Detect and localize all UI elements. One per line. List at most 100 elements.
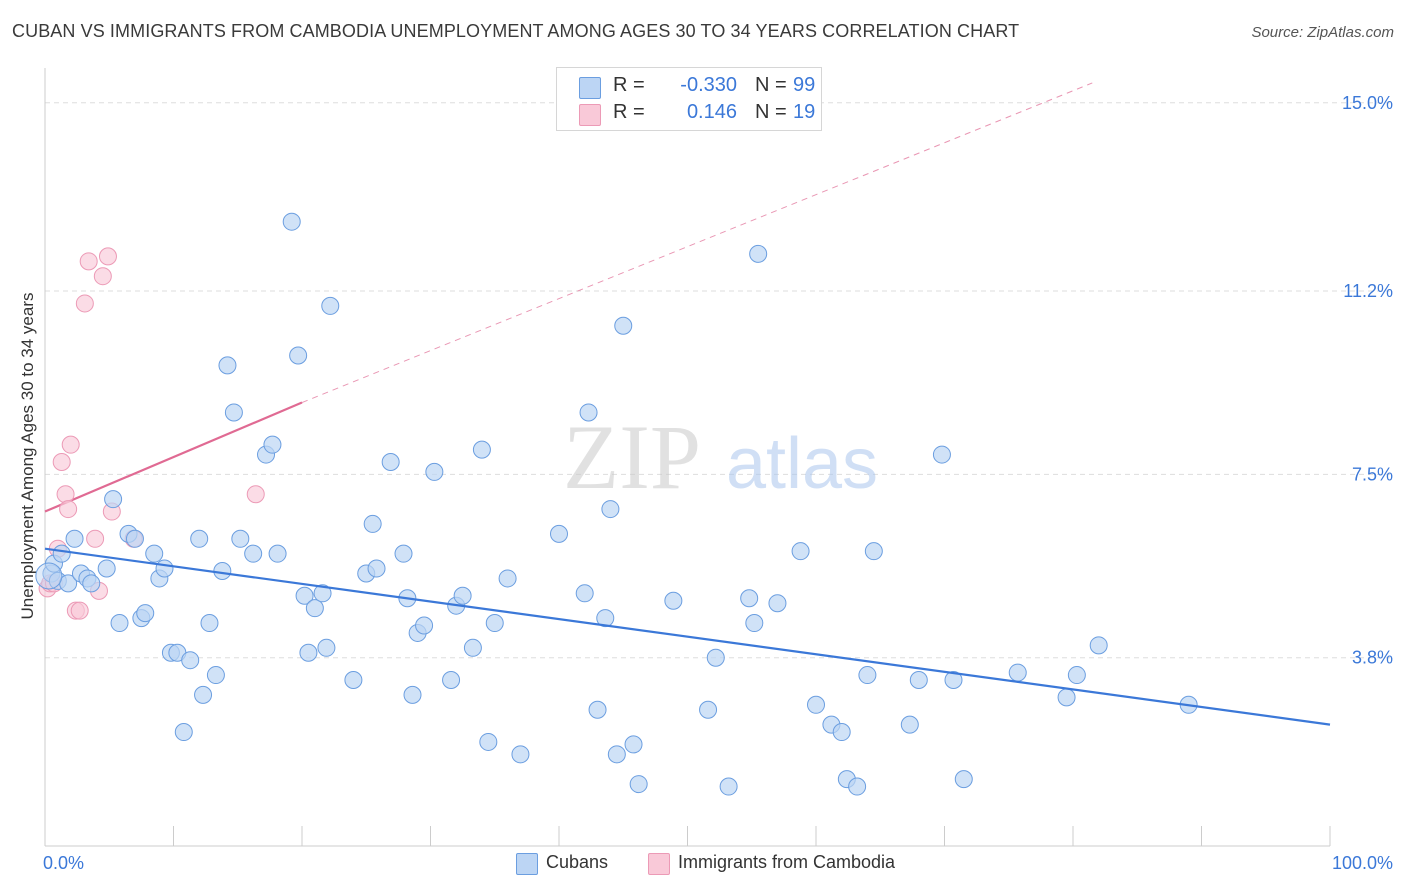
cubans-point bbox=[381, 453, 400, 471]
cubans-point bbox=[579, 403, 598, 422]
x-tick-label: 100.0% bbox=[1332, 853, 1393, 873]
y-tick-label: 15.0% bbox=[1342, 93, 1393, 113]
cambodia-point bbox=[79, 252, 98, 271]
cubans-point bbox=[218, 356, 237, 375]
cubans-point bbox=[864, 542, 883, 561]
cubans-point bbox=[740, 589, 759, 608]
y-tick-label: 3.8% bbox=[1352, 648, 1393, 668]
cubans-point bbox=[791, 542, 810, 561]
bottom-legend-label-cambodia: Immigrants from Cambodia bbox=[678, 852, 896, 872]
cubans-point bbox=[550, 524, 568, 543]
cubans-point bbox=[367, 559, 386, 578]
cubans-point bbox=[588, 700, 607, 719]
cubans-point bbox=[614, 316, 633, 335]
cambodia-point bbox=[52, 453, 71, 471]
cubans-point bbox=[194, 685, 213, 704]
cubans-point bbox=[125, 529, 144, 548]
cambodia-point bbox=[86, 529, 105, 548]
cubans-point bbox=[442, 671, 461, 690]
source-label: Source: ZipAtlas.com bbox=[1251, 24, 1394, 41]
x-tick-label: 0.0% bbox=[43, 853, 84, 873]
cubans-point bbox=[224, 403, 243, 422]
cubans-point bbox=[485, 614, 504, 633]
cambodia-trendline-solid bbox=[44, 401, 303, 513]
cubans-point bbox=[453, 586, 472, 605]
cubans-point bbox=[82, 574, 101, 593]
cubans-point bbox=[268, 544, 287, 563]
cubans-point bbox=[607, 745, 626, 764]
legend-r-value: -0.330 bbox=[680, 74, 737, 96]
legend-swatch-cubans bbox=[579, 77, 601, 99]
cubans-point bbox=[52, 544, 71, 563]
bottom-legend-swatch-cubans bbox=[516, 853, 538, 875]
axes bbox=[44, 68, 1331, 847]
cubans-point bbox=[415, 616, 434, 635]
cubans-point bbox=[629, 775, 648, 794]
cubans-point bbox=[282, 212, 301, 231]
cubans-point bbox=[190, 529, 209, 548]
cubans-point bbox=[104, 490, 123, 509]
cubans-trendline-solid bbox=[44, 547, 1331, 726]
cubans-point bbox=[200, 614, 219, 633]
cubans-point bbox=[145, 544, 164, 563]
cambodia-point bbox=[246, 485, 265, 504]
cubans-point bbox=[749, 244, 768, 263]
watermark: ZIP atlas bbox=[563, 406, 878, 508]
cubans-point bbox=[344, 671, 363, 690]
cubans-point bbox=[858, 666, 877, 685]
legend-swatch-cambodia bbox=[579, 104, 601, 126]
cubans-point bbox=[575, 584, 594, 603]
cambodia-point bbox=[98, 247, 117, 266]
cubans-point bbox=[317, 638, 336, 657]
cubans-point bbox=[305, 599, 324, 618]
cubans-point bbox=[213, 562, 232, 581]
cubans-point bbox=[511, 745, 530, 764]
cubans-point bbox=[596, 609, 615, 628]
correlation-legend: R = -0.330 N = 99 R = 0.146 N = 19 bbox=[556, 67, 822, 131]
cambodia-point bbox=[56, 485, 75, 504]
chart-title: CUBAN VS IMMIGRANTS FROM CAMBODIA UNEMPL… bbox=[12, 21, 1020, 41]
cubans-point bbox=[601, 500, 620, 519]
legend-n-value: 99 bbox=[793, 74, 816, 96]
cubans-point bbox=[719, 777, 738, 796]
legend-r-label: R = bbox=[613, 101, 645, 123]
cubans-point bbox=[244, 544, 263, 563]
cubans-point bbox=[35, 562, 63, 590]
cubans-point bbox=[299, 643, 318, 662]
tick-labels: 3.8% 7.5% 11.2% 15.0% 0.0% 100.0% bbox=[43, 93, 1393, 873]
cubans-point bbox=[65, 529, 84, 548]
cubans-point bbox=[463, 638, 482, 657]
cubans-point bbox=[289, 346, 308, 365]
y-tick-label: 11.2% bbox=[1343, 281, 1393, 301]
cubans-point bbox=[832, 723, 851, 742]
cambodia-point bbox=[75, 294, 94, 313]
cubans-point bbox=[206, 666, 225, 685]
cubans-point bbox=[136, 604, 155, 623]
cambodia-trendline bbox=[44, 82, 1093, 513]
cubans-point bbox=[932, 445, 951, 464]
cubans-point bbox=[231, 529, 250, 548]
watermark-zip: ZIP bbox=[563, 406, 701, 508]
cubans-point bbox=[394, 544, 413, 563]
cubans-point bbox=[174, 723, 193, 742]
legend-r-label: R = bbox=[613, 74, 645, 96]
cambodia-point bbox=[93, 267, 112, 286]
cubans-point bbox=[768, 594, 787, 613]
gridlines bbox=[45, 102, 1390, 659]
cubans-point bbox=[263, 435, 282, 454]
bottom-legend-swatch-cambodia bbox=[648, 853, 670, 875]
cubans-point bbox=[1067, 666, 1086, 685]
cubans-point bbox=[110, 614, 129, 633]
cambodia-point bbox=[61, 435, 80, 454]
cubans-point bbox=[745, 614, 764, 633]
cubans-point bbox=[909, 671, 928, 690]
cubans-point bbox=[664, 591, 683, 610]
cubans-point bbox=[706, 648, 725, 667]
watermark-atlas: atlas bbox=[726, 424, 878, 504]
cubans-point bbox=[425, 462, 444, 481]
y-tick-label: 7.5% bbox=[1352, 464, 1393, 484]
cubans-point bbox=[900, 715, 919, 734]
legend-r-value: 0.146 bbox=[686, 101, 737, 123]
cubans-point bbox=[1057, 688, 1076, 707]
cambodia-point bbox=[70, 601, 89, 620]
